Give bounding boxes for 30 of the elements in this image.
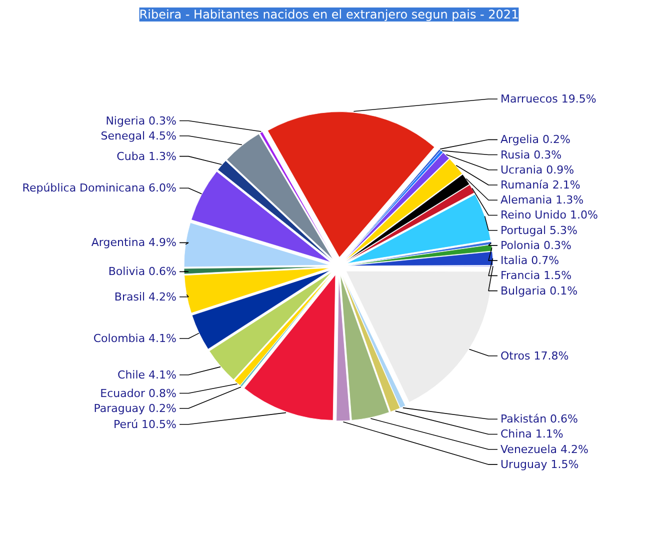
slice-label: Colombia 4.1% [93,332,177,346]
slice-label: China 1.1% [500,428,564,441]
slice-label: Venezuela 4.2% [500,442,588,456]
chart-title: Ribeira - Habitantes nacidos en el extranjero segun pais - 2021 [139,8,519,22]
slice-label: Pakistán 0.6% [500,412,578,426]
slice-label: Rumanía 2.1% [500,178,580,192]
slice-label: Senegal 4.5% [100,129,177,142]
slice-label: Francia 1.5% [500,269,572,282]
slice-label: Ucrania 0.9% [500,163,574,176]
slice-label: Chile 4.1% [118,368,177,382]
slice-label: Nigeria 0.3% [106,114,176,128]
slice-label: Reino Unido 1.0% [500,208,598,222]
slice-label: Uruguay 1.5% [500,458,579,471]
slice-label: Italia 0.7% [500,254,560,268]
slice-label: Polonia 0.3% [500,238,572,252]
slice-label: Perú 10.5% [114,418,177,431]
slice-label: Brasil 4.2% [114,290,177,304]
slice-label: República Dominicana 6.0% [22,182,177,195]
slice-label: Argelia 0.2% [500,133,570,146]
slice-label: Bolivia 0.6% [108,265,177,278]
slice-label: Portugal 5.3% [500,224,578,237]
slice-label: Otros 17.8% [500,349,569,362]
slice-label: Bulgaria 0.1% [500,284,578,298]
slice-label: Rusia 0.3% [500,148,562,162]
slice-label: Argentina 4.9% [91,236,177,250]
slice-label: Alemania 1.3% [500,194,584,207]
slice-label: Ecuador 0.8% [100,386,177,400]
slice-label: Cuba 1.3% [116,150,177,163]
slice-label: Marruecos 19.5% [500,92,596,106]
slice-label: Paraguay 0.2% [94,402,177,415]
